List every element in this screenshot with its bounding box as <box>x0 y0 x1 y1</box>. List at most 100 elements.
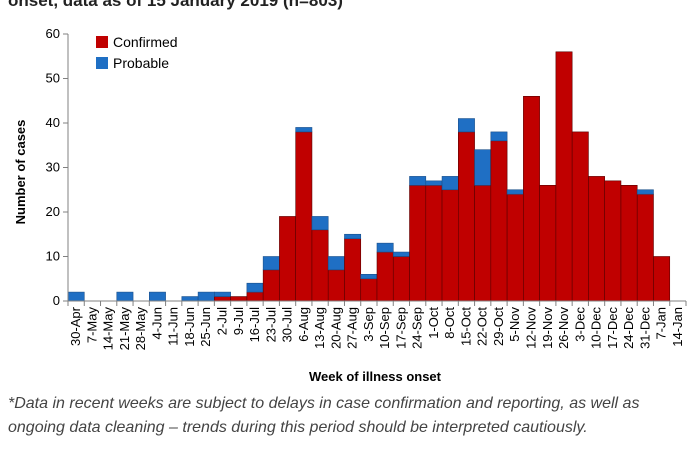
legend-label-confirmed: Confirmed <box>113 34 178 50</box>
bar-probable-23-Jul <box>262 256 280 271</box>
x-tick-label-29-Oct: 29-Oct <box>491 307 506 346</box>
bar-probable-21-May <box>116 291 134 302</box>
y-tick-label: 0 <box>53 293 60 308</box>
x-tick-labels: 30-Apr 7-May 14-May 21-May 28-May 4-Jun 11-Jun… <box>67 301 687 351</box>
footnote: *Data in recent weeks are subject to del… <box>8 395 640 436</box>
x-tick-label-17-Sep: 17-Sep <box>393 307 408 349</box>
y-tick-label: 40 <box>46 115 60 130</box>
bar-probable-10-Sep <box>376 242 394 253</box>
bar-confirmed-3-Dec <box>571 131 589 302</box>
bar-probable-20-Aug <box>327 256 345 271</box>
x-tick-label-15-Oct: 15-Oct <box>458 307 473 346</box>
x-tick-label-10-Dec: 10-Dec <box>589 307 604 349</box>
bars <box>67 51 671 302</box>
y-axis-ticks: 0 10 20 30 40 50 60 <box>46 26 68 308</box>
bar-probable-15-Oct <box>458 118 475 133</box>
x-tick-label-5-Nov: 5-Nov <box>507 307 522 342</box>
x-tick-label-25-Jun: 25-Jun <box>198 307 213 347</box>
bar-probable-8-Oct <box>441 176 459 191</box>
bar-confirmed-7-Jan <box>653 256 671 302</box>
x-tick-label-10-Sep: 10-Sep <box>377 307 392 349</box>
x-tick-label-19-Nov: 19-Nov <box>540 307 555 349</box>
bar-probable-6-Aug <box>295 127 313 133</box>
bar-confirmed-5-Nov <box>506 193 524 302</box>
bar-confirmed-15-Oct <box>458 131 475 302</box>
x-tick-label-20-Aug: 20-Aug <box>328 307 343 349</box>
bar-confirmed-17-Dec <box>604 180 622 302</box>
x-tick-label-24-Sep: 24-Sep <box>410 307 425 349</box>
bar-probable-30-Apr <box>67 291 85 302</box>
epi-curve-chart: 0 10 20 30 40 50 60 30-Apr 7-May 14-May 21-May 28-… <box>13 26 687 384</box>
bar-probable-1-Oct <box>425 180 443 186</box>
x-tick-label-18-Jun: 18-Jun <box>182 307 197 347</box>
legend: Confirmed Probable <box>96 34 178 71</box>
bar-probable-16-Jul <box>246 282 264 293</box>
x-tick-label-6-Aug: 6-Aug <box>296 307 311 342</box>
bar-probable-22-Oct <box>474 149 492 186</box>
bar-confirmed-1-Oct <box>425 185 443 302</box>
bar-probable-31-Dec <box>636 189 654 195</box>
bar-confirmed-24-Dec <box>620 185 638 302</box>
bar-probable-25-Jun <box>197 291 215 302</box>
bar-confirmed-30-Jul <box>279 216 296 302</box>
x-tick-label-30-Apr: 30-Apr <box>68 306 83 346</box>
x-tick-label-24-Dec: 24-Dec <box>621 307 636 349</box>
bar-probable-17-Sep <box>392 251 410 257</box>
bar-confirmed-8-Oct <box>441 189 459 302</box>
bar-confirmed-22-Oct <box>474 185 492 302</box>
x-tick-label-31-Dec: 31-Dec <box>637 307 652 349</box>
bar-probable-4-Jun <box>149 291 166 302</box>
bar-probable-13-Aug <box>311 216 329 231</box>
legend-label-probable: Probable <box>113 55 169 71</box>
bar-probable-18-Jun <box>181 296 199 302</box>
legend-swatch-probable <box>96 57 108 69</box>
bar-confirmed-26-Nov <box>555 51 573 302</box>
x-tick-label-26-Nov: 26-Nov <box>556 307 571 349</box>
x-tick-label-3-Sep: 3-Sep <box>361 307 376 342</box>
bar-confirmed-31-Dec <box>636 193 654 302</box>
bar-confirmed-29-Oct <box>490 140 508 302</box>
x-tick-label-16-Jul: 16-Jul <box>247 307 262 343</box>
bar-confirmed-6-Aug <box>295 131 313 302</box>
bar-confirmed-12-Nov <box>523 96 540 302</box>
bar-probable-5-Nov <box>506 189 524 195</box>
x-tick-label-2-Jul: 2-Jul <box>215 307 230 335</box>
bar-confirmed-13-Aug <box>311 229 329 302</box>
y-tick-label: 10 <box>46 249 60 264</box>
x-tick-label-21-May: 21-May <box>117 307 132 351</box>
x-tick-label-30-Jul: 30-Jul <box>280 307 295 343</box>
bar-confirmed-16-Jul <box>246 291 264 302</box>
bar-confirmed-9-Jul <box>230 296 248 302</box>
chart-title: onset, data as of 15 January 2019 (n=803… <box>8 0 343 10</box>
bar-confirmed-3-Sep <box>360 278 378 302</box>
y-tick-label: 50 <box>46 71 60 86</box>
x-tick-label-22-Oct: 22-Oct <box>475 307 490 346</box>
bar-confirmed-17-Sep <box>392 256 410 302</box>
bar-confirmed-10-Sep <box>376 251 394 302</box>
x-tick-label-17-Dec: 17-Dec <box>605 307 620 349</box>
bar-confirmed-27-Aug <box>344 238 362 302</box>
x-tick-label-13-Aug: 13-Aug <box>312 307 327 349</box>
x-tick-label-27-Aug: 27-Aug <box>345 307 360 349</box>
bar-confirmed-20-Aug <box>327 269 345 302</box>
bar-probable-29-Oct <box>490 131 508 142</box>
y-tick-label: 20 <box>46 204 60 219</box>
x-tick-label-7-Jan: 7-Jan <box>654 307 669 340</box>
x-tick-label-14-May: 14-May <box>101 307 116 351</box>
bar-probable-3-Sep <box>360 273 378 280</box>
bar-confirmed-2-Jul <box>214 296 231 302</box>
x-tick-label-7-May: 7-May <box>84 307 99 344</box>
bar-confirmed-23-Jul <box>262 269 280 302</box>
x-tick-label-12-Nov: 12-Nov <box>524 307 539 349</box>
x-tick-label-1-Oct: 1-Oct <box>426 307 441 339</box>
legend-swatch-confirmed <box>96 36 108 48</box>
x-tick-label-28-May: 28-May <box>133 307 148 351</box>
bar-confirmed-19-Nov <box>539 185 557 302</box>
y-axis-title: Number of cases <box>13 120 28 225</box>
x-tick-label-8-Oct: 8-Oct <box>442 307 457 339</box>
bar-confirmed-24-Sep <box>409 185 427 302</box>
bar-confirmed-10-Dec <box>588 176 605 302</box>
x-tick-label-23-Jul: 23-Jul <box>263 307 278 343</box>
x-tick-label-11-Jun: 11-Jun <box>166 307 181 346</box>
x-tick-label-14-Jan: 14-Jan <box>670 307 685 347</box>
